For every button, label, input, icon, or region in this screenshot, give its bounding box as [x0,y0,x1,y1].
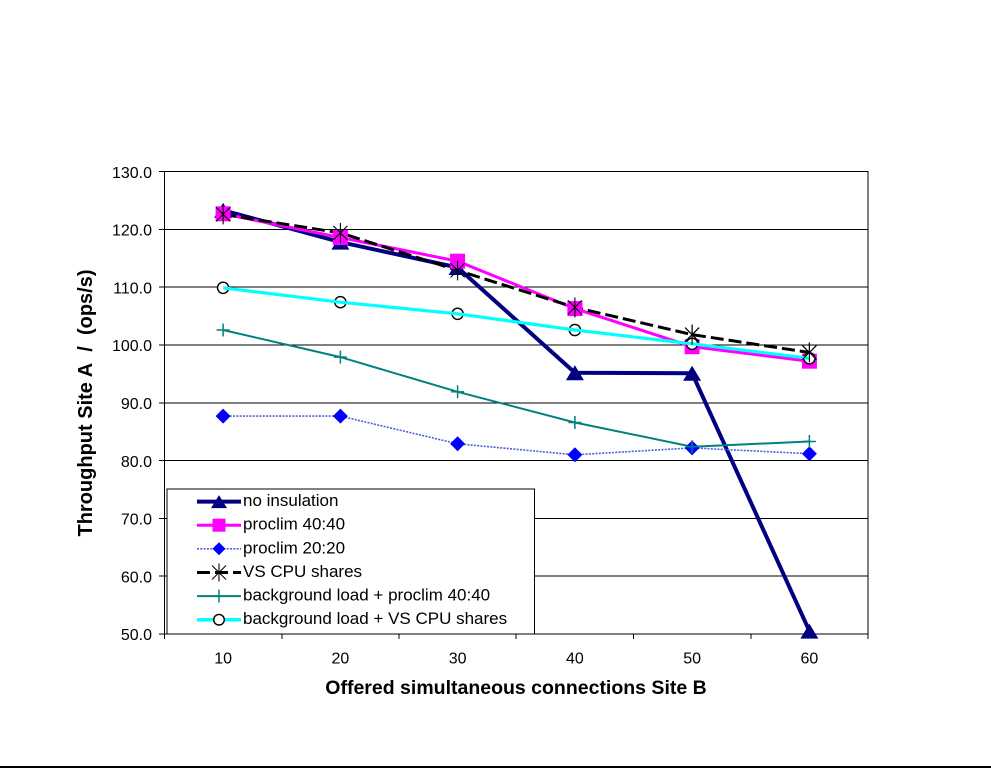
svg-text:60: 60 [801,651,819,668]
svg-text:70.0: 70.0 [121,512,152,529]
svg-text:no insulation: no insulation [243,491,338,510]
svg-text:60.0: 60.0 [121,569,152,586]
svg-text:background load + VS CPU share: background load + VS CPU shares [243,609,507,628]
svg-text:VS CPU shares: VS CPU shares [243,562,362,581]
svg-text:40: 40 [566,651,584,668]
svg-text:proclim 20:20: proclim 20:20 [243,538,345,557]
svg-text:Offered simultaneous connectio: Offered simultaneous connections Site B [325,677,706,699]
svg-text:120.0: 120.0 [112,223,152,240]
svg-text:Throughput Site A / (ops/s): Throughput Site A / (ops/s) [75,269,97,536]
svg-text:proclim 40:40: proclim 40:40 [243,515,345,534]
svg-text:10: 10 [214,651,232,668]
svg-text:130.0: 130.0 [112,165,152,182]
svg-text:50: 50 [683,651,701,668]
svg-text:30: 30 [449,651,467,668]
svg-text:80.0: 80.0 [121,454,152,471]
svg-text:100.0: 100.0 [112,338,152,355]
svg-text:background load + proclim 40:4: background load + proclim 40:40 [243,586,490,605]
svg-text:50.0: 50.0 [121,627,152,644]
svg-text:20: 20 [332,651,350,668]
svg-text:90.0: 90.0 [121,396,152,413]
svg-text:110.0: 110.0 [113,280,152,297]
